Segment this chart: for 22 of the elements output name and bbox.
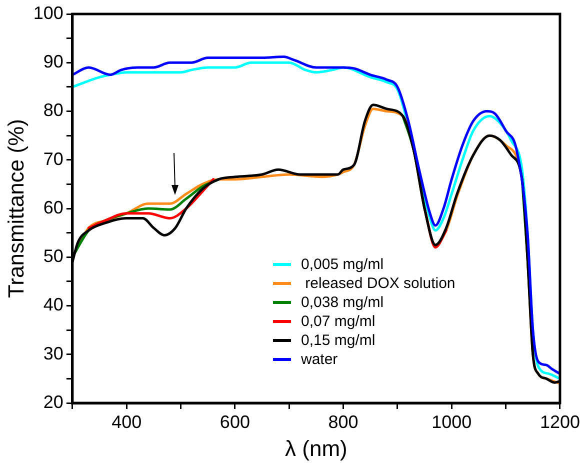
- x-tick-label: 600: [220, 412, 250, 432]
- y-tick-label: 20: [43, 392, 64, 412]
- y-axis-title: Transmittance (%): [3, 119, 28, 298]
- legend-label: 0,15 mg/ml: [301, 331, 376, 350]
- legend-label: 0,005 mg/ml: [301, 255, 384, 274]
- x-tick-label: 1200: [540, 412, 580, 432]
- y-tick-label: 50: [43, 246, 64, 266]
- y-tick-label: 90: [43, 52, 64, 72]
- legend-label: 0,038 mg/ml: [301, 293, 384, 312]
- x-tick-label: 1000: [432, 412, 472, 432]
- legend-label: released DOX solution: [304, 274, 456, 293]
- x-tick-label: 800: [328, 412, 358, 432]
- y-tick-label: 30: [43, 343, 64, 364]
- y-tick-label: 100: [33, 2, 64, 23]
- y-tick-label: 60: [43, 197, 64, 218]
- x-axis-title: λ (nm): [285, 436, 348, 461]
- y-tick-label: 80: [43, 100, 64, 120]
- legend-label: water: [301, 350, 338, 369]
- x-tick-label: 400: [112, 412, 142, 432]
- y-tick-label: 40: [43, 294, 64, 315]
- y-tick-label: 70: [43, 148, 64, 169]
- legend-label: 0,07 mg/ml: [301, 312, 376, 331]
